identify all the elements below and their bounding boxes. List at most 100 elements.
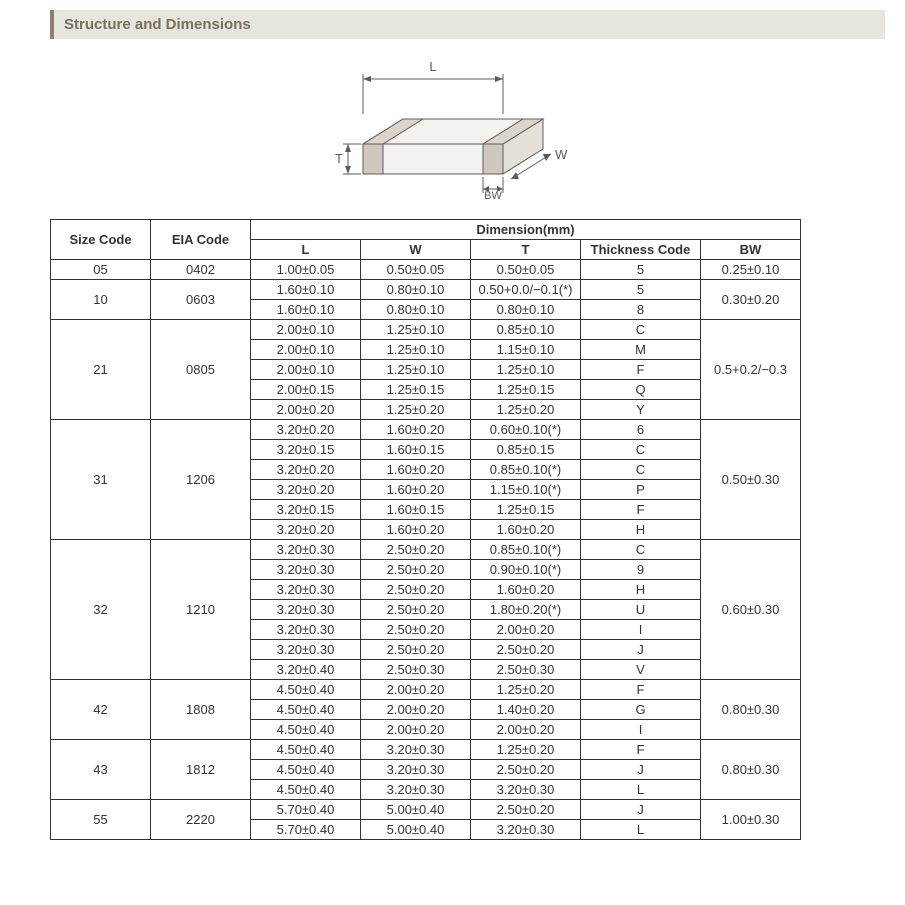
cell-TC: 8 [581,300,701,320]
cell-TC: F [581,500,701,520]
cell-W: 2.00±0.20 [361,700,471,720]
cell-L: 3.20±0.30 [251,600,361,620]
cell-W: 2.50±0.20 [361,580,471,600]
cell-W: 0.50±0.05 [361,260,471,280]
cell-TC: F [581,680,701,700]
cell-bw: 0.60±0.30 [701,540,801,680]
cell-W: 2.00±0.20 [361,680,471,700]
cell-bw: 0.50±0.30 [701,420,801,540]
cell-L: 1.60±0.10 [251,300,361,320]
cell-W: 2.50±0.20 [361,640,471,660]
cell-TC: 9 [581,560,701,580]
cell-TC: M [581,340,701,360]
cell-W: 1.25±0.20 [361,400,471,420]
cell-W: 2.50±0.30 [361,660,471,680]
cell-bw: 0.80±0.30 [701,740,801,800]
cell-T: 0.85±0.10(*) [471,460,581,480]
cell-W: 1.25±0.10 [361,360,471,380]
cell-T: 2.00±0.20 [471,620,581,640]
th-BW: BW [701,240,801,260]
cell-eia-code: 1812 [151,740,251,800]
cell-L: 3.20±0.20 [251,460,361,480]
cell-eia-code: 0603 [151,280,251,320]
cell-T: 2.50±0.20 [471,760,581,780]
dim-label-BW: BW [484,190,502,199]
cell-T: 1.25±0.15 [471,500,581,520]
cell-T: 1.25±0.15 [471,380,581,400]
table-row: 5522205.70±0.405.00±0.402.50±0.20J1.00±0… [51,800,801,820]
cell-TC: C [581,320,701,340]
cell-W: 2.50±0.20 [361,540,471,560]
cell-W: 1.60±0.20 [361,420,471,440]
cell-W: 3.20±0.30 [361,760,471,780]
cell-W: 1.25±0.10 [361,340,471,360]
cell-T: 1.25±0.20 [471,400,581,420]
cell-size-code: 10 [51,280,151,320]
cell-L: 2.00±0.10 [251,320,361,340]
cell-T: 1.15±0.10(*) [471,480,581,500]
cell-W: 1.60±0.20 [361,480,471,500]
cell-T: 0.85±0.15 [471,440,581,460]
cell-L: 3.20±0.20 [251,480,361,500]
cell-L: 4.50±0.40 [251,700,361,720]
cell-eia-code: 2220 [151,800,251,840]
cell-L: 2.00±0.10 [251,340,361,360]
cell-size-code: 05 [51,260,151,280]
cell-T: 1.15±0.10 [471,340,581,360]
cell-T: 1.25±0.20 [471,680,581,700]
cell-TC: J [581,640,701,660]
cell-L: 4.50±0.40 [251,760,361,780]
cell-TC: F [581,740,701,760]
cell-bw: 0.80±0.30 [701,680,801,740]
dim-label-W: W [555,147,568,162]
table-row: 2108052.00±0.101.25±0.100.85±0.10C0.5+0.… [51,320,801,340]
cell-L: 1.00±0.05 [251,260,361,280]
cell-TC: H [581,520,701,540]
cell-W: 3.20±0.30 [361,740,471,760]
cell-TC: C [581,460,701,480]
section-title: Structure and Dimensions [64,16,251,33]
cell-W: 2.50±0.20 [361,620,471,640]
cell-TC: J [581,760,701,780]
cell-T: 1.60±0.20 [471,520,581,540]
cell-L: 3.20±0.15 [251,440,361,460]
cell-T: 1.25±0.10 [471,360,581,380]
cell-TC: H [581,580,701,600]
cell-W: 5.00±0.40 [361,800,471,820]
cell-TC: Q [581,380,701,400]
cell-TC: Y [581,400,701,420]
cell-L: 3.20±0.20 [251,520,361,540]
cell-size-code: 55 [51,800,151,840]
table-row: 3212103.20±0.302.50±0.200.85±0.10(*)C0.6… [51,540,801,560]
dimensions-table: Size Code EIA Code Dimension(mm) L W T T… [50,219,801,840]
table-row: 4318124.50±0.403.20±0.301.25±0.20F0.80±0… [51,740,801,760]
cell-TC: 5 [581,260,701,280]
cell-L: 3.20±0.30 [251,560,361,580]
cell-W: 2.00±0.20 [361,720,471,740]
cell-TC: C [581,440,701,460]
cell-size-code: 31 [51,420,151,540]
cell-TC: V [581,660,701,680]
cell-L: 3.20±0.20 [251,420,361,440]
cell-T: 0.50+0.0/−0.1(*) [471,280,581,300]
cell-T: 0.60±0.10(*) [471,420,581,440]
cell-T: 0.90±0.10(*) [471,560,581,580]
table-row: 3112063.20±0.201.60±0.200.60±0.10(*)60.5… [51,420,801,440]
cell-size-code: 21 [51,320,151,420]
table-row: 1006031.60±0.100.80±0.100.50+0.0/−0.1(*)… [51,280,801,300]
cell-TC: I [581,620,701,640]
cell-L: 3.20±0.15 [251,500,361,520]
cell-bw: 0.25±0.10 [701,260,801,280]
cell-size-code: 42 [51,680,151,740]
cell-TC: F [581,360,701,380]
cell-T: 0.85±0.10(*) [471,540,581,560]
th-T: T [471,240,581,260]
cell-L: 4.50±0.40 [251,720,361,740]
cell-TC: I [581,720,701,740]
cell-W: 2.50±0.20 [361,560,471,580]
cell-W: 5.00±0.40 [361,820,471,840]
cell-L: 5.70±0.40 [251,820,361,840]
cell-L: 3.20±0.40 [251,660,361,680]
cell-L: 2.00±0.20 [251,400,361,420]
cell-TC: L [581,820,701,840]
